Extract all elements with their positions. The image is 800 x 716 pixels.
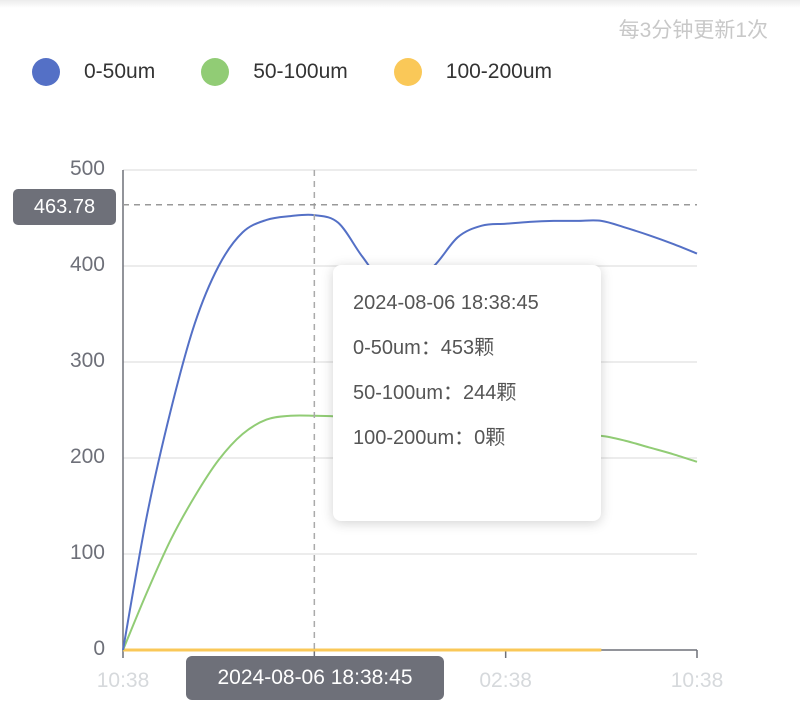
legend-dot-icon bbox=[393, 58, 422, 86]
y-tick-label: 0 bbox=[93, 637, 105, 660]
update-frequency-note: 每3分钟更新1次 bbox=[618, 19, 768, 42]
tooltip-row: 0-50um：453颗 bbox=[353, 337, 495, 359]
x-tick-label: 10:38 bbox=[97, 669, 150, 692]
y-axis-pointer-label: 463.78 bbox=[13, 189, 116, 225]
tooltip-row: 50-100um：244颗 bbox=[353, 382, 517, 404]
legend-label: 0-50um bbox=[84, 60, 156, 83]
legend-dot-icon bbox=[32, 58, 60, 86]
legend-item-50-100um[interactable]: 50-100um bbox=[201, 58, 348, 86]
y-tick-label: 300 bbox=[70, 349, 105, 372]
y-tick-label: 400 bbox=[70, 253, 105, 276]
tooltip-time: 2024-08-06 18:38:45 bbox=[353, 292, 539, 314]
y-tick-label: 100 bbox=[70, 541, 105, 564]
x-tick-label: 02:38 bbox=[479, 669, 532, 692]
top-bar bbox=[0, 0, 800, 8]
legend-item-0-50um[interactable]: 0-50um bbox=[32, 58, 155, 86]
tooltip-row: 100-200um：0颗 bbox=[353, 427, 506, 449]
legend: 0-50um 50-100um 100-200um bbox=[32, 58, 598, 86]
legend-label: 50-100um bbox=[253, 60, 348, 83]
x-axis-pointer-label: 2024-08-06 18:38:45 bbox=[186, 656, 444, 700]
chart-tooltip: 2024-08-06 18:38:45 0-50um：453颗 50-100um… bbox=[333, 265, 601, 521]
y-tick-label: 200 bbox=[70, 445, 105, 468]
legend-item-100-200um[interactable]: 100-200um bbox=[393, 58, 553, 86]
y-tick-label: 500 bbox=[70, 157, 105, 180]
legend-dot-icon bbox=[201, 58, 230, 86]
legend-label: 100-200um bbox=[445, 60, 553, 83]
x-tick-label: 10:38 bbox=[671, 669, 724, 692]
